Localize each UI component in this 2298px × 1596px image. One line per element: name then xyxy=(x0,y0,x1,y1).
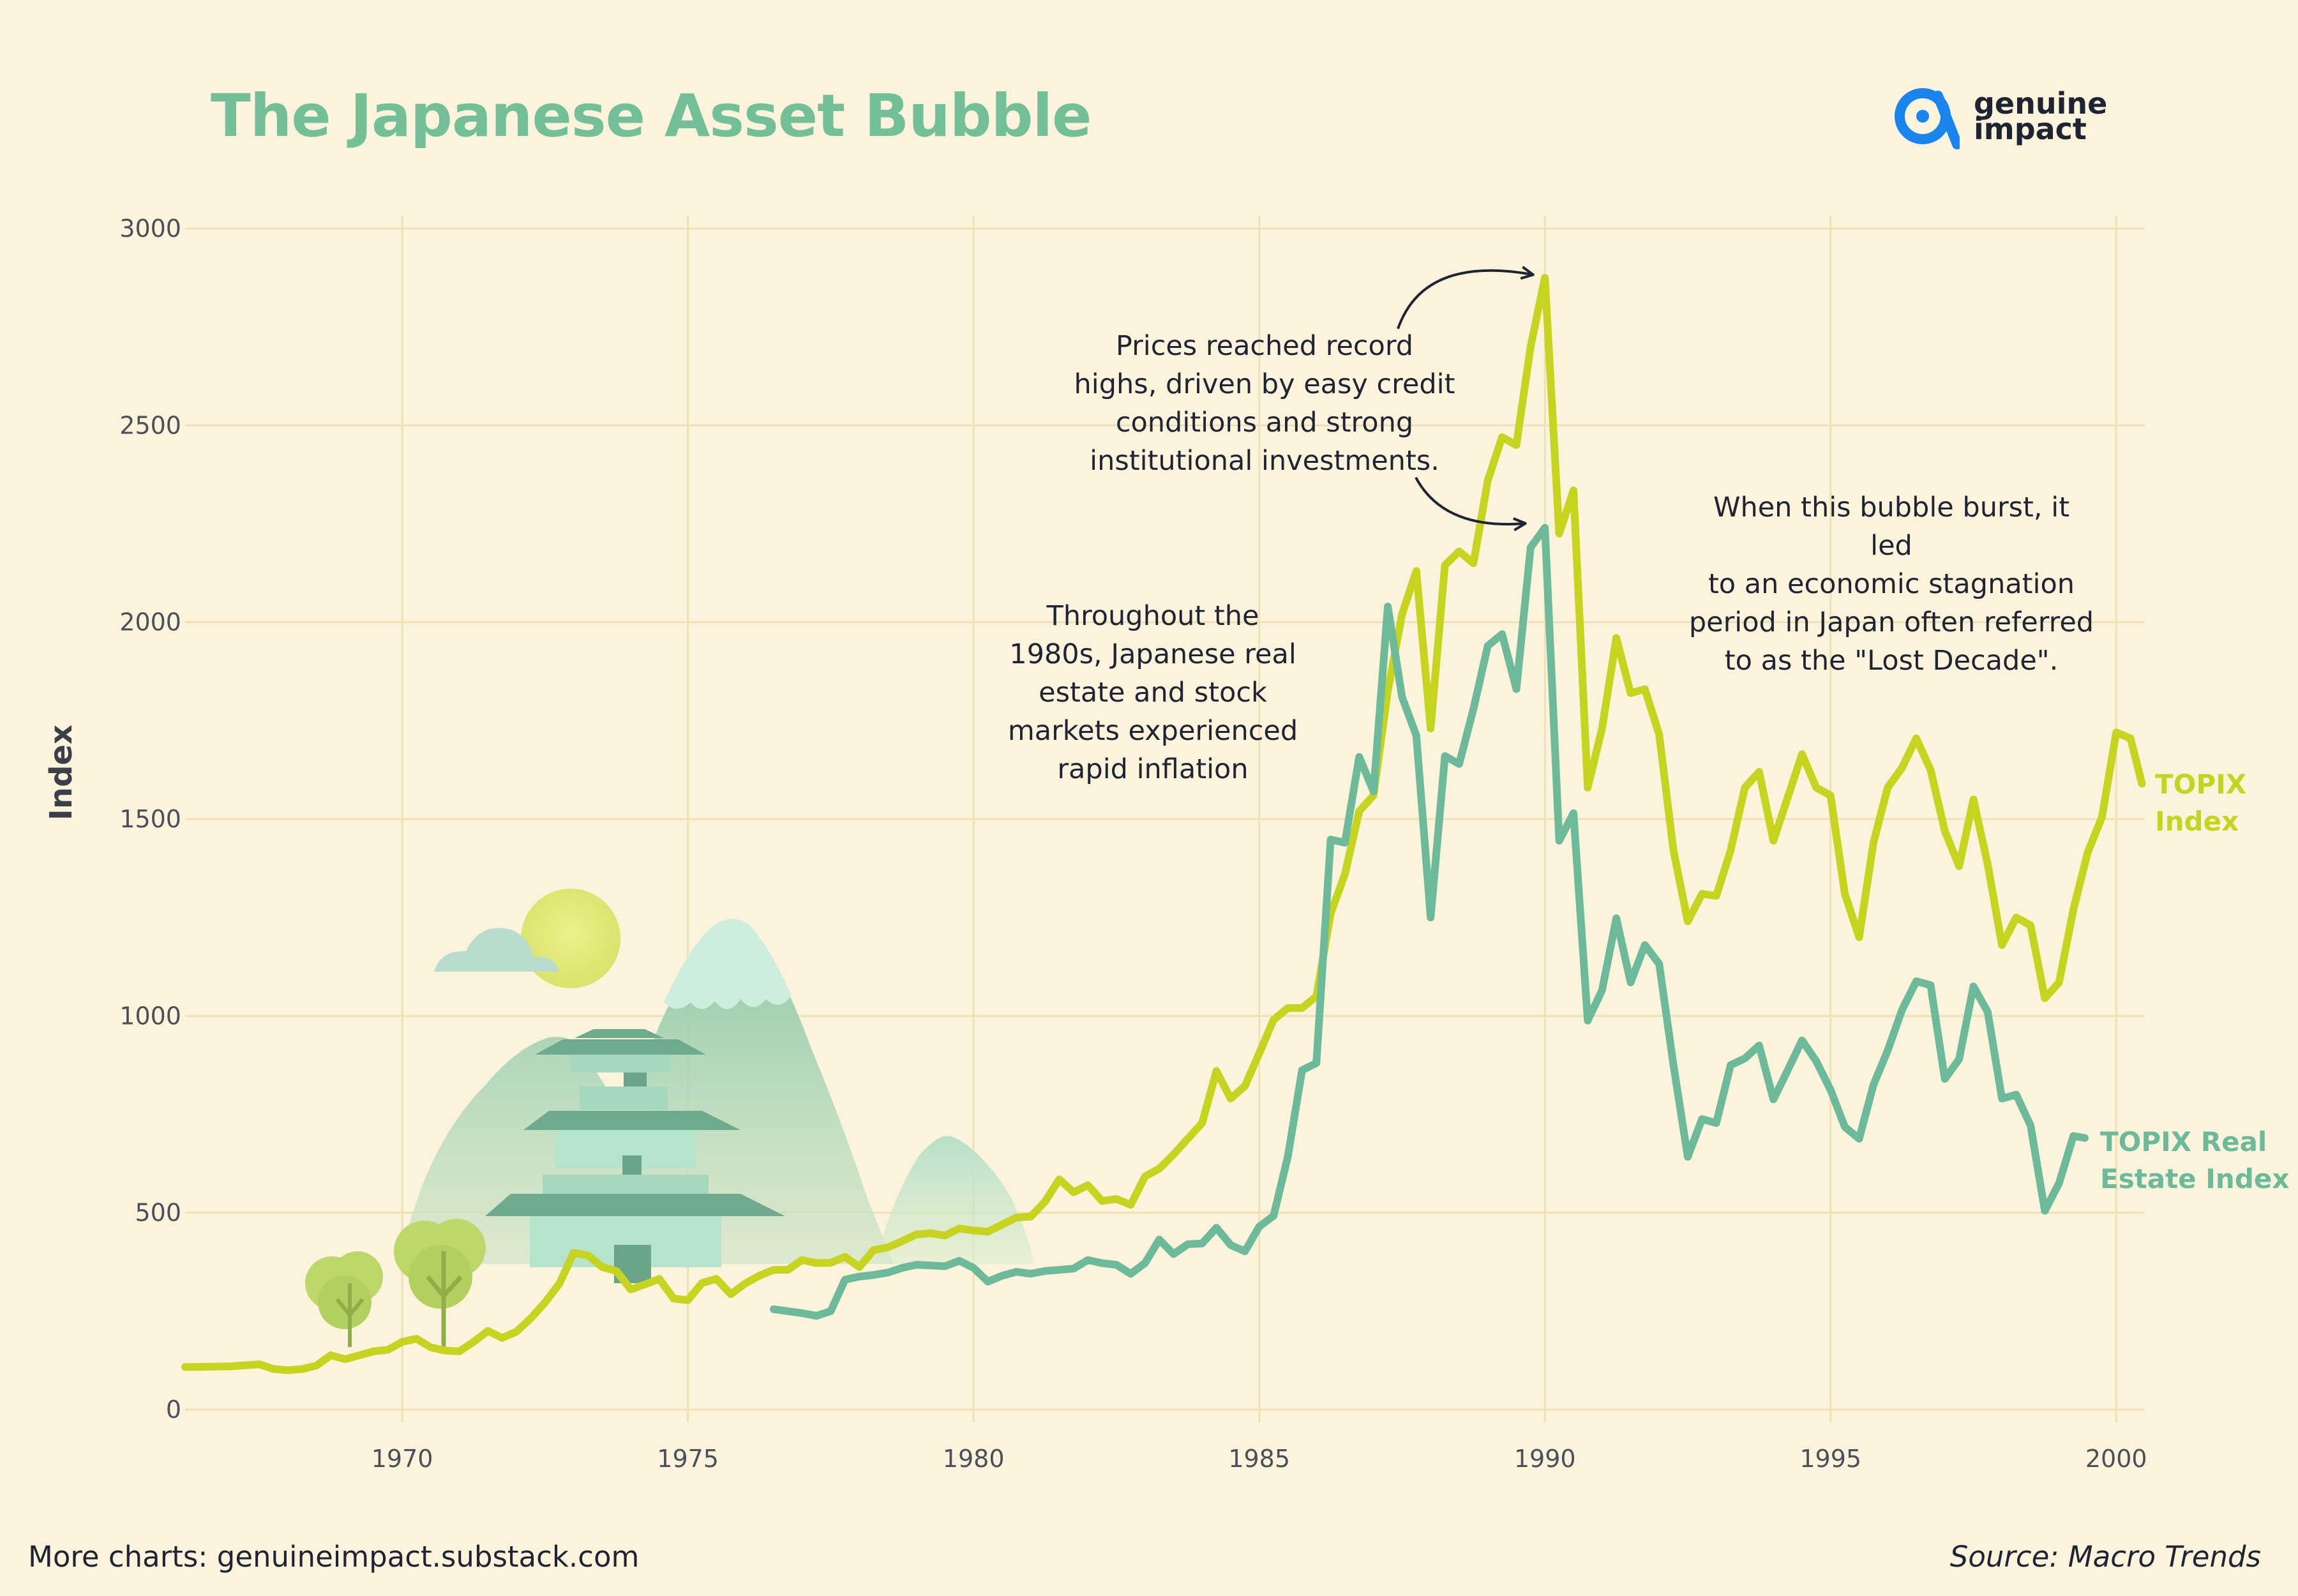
landscape-illustration xyxy=(305,889,1034,1350)
series-label-topix-text: TOPIX Index xyxy=(2155,769,2247,837)
x-tick-label: 2000 xyxy=(2085,1445,2147,1473)
brand-logo[interactable]: genuine impact xyxy=(1893,83,2107,149)
annotation-burst: When this bubble burst, it led to an eco… xyxy=(1688,488,2095,680)
tree-icon xyxy=(305,1219,486,1350)
y-tick-label: 0 xyxy=(166,1396,181,1424)
x-tick-label: 1970 xyxy=(372,1445,433,1473)
series xyxy=(181,274,2146,1374)
topix-real-estate-index-line xyxy=(769,523,2089,1320)
axes: 0 500 1000 1500 2000 2500 3000 1970 1975 1980 1985… xyxy=(119,215,2147,1473)
annotation-peak: Prices reached record highs, driven by e… xyxy=(1074,327,1455,480)
annotation-arrow-top xyxy=(1397,271,1532,329)
x-tick-label: 1985 xyxy=(1228,1445,1290,1473)
annotation-peak-text: Prices reached record highs, driven by e… xyxy=(1074,330,1455,477)
sun-icon xyxy=(521,889,620,988)
y-tick-label: 1000 xyxy=(119,1002,181,1030)
topix-index-line xyxy=(181,274,2146,1374)
footer-source: Source: Macro Trends xyxy=(1949,1540,2261,1574)
y-tick-label: 3000 xyxy=(119,215,181,243)
y-tick-label: 1500 xyxy=(119,805,181,833)
series-label-real-estate-text: TOPIX Real Estate Index xyxy=(2100,1126,2290,1194)
pagoda-icon xyxy=(485,1029,785,1283)
x-tick-label: 1975 xyxy=(657,1445,719,1473)
x-tick-label: 1995 xyxy=(1799,1445,1861,1473)
footer-more-charts-link[interactable]: More charts: genuineimpact.substack.com xyxy=(28,1540,640,1574)
annotation-inflation: Throughout the 1980s, Japanese real esta… xyxy=(1008,597,1298,788)
annotation-inflation-text: Throughout the 1980s, Japanese real esta… xyxy=(1007,600,1298,785)
series-label-topix: TOPIX Index xyxy=(2155,766,2246,840)
mountain-snowcap-icon xyxy=(664,919,792,1009)
annotation-burst-text: When this bubble burst, it led to an eco… xyxy=(1688,492,2094,677)
cloud-icon xyxy=(434,928,559,972)
chart-title: The Japanese Asset Bubble xyxy=(211,82,1092,150)
y-tick-label: 2000 xyxy=(119,608,181,636)
genuine-impact-logo-icon xyxy=(1895,88,1960,149)
series-label-real-estate: TOPIX Real Estate Index xyxy=(2100,1124,2289,1198)
annotation-arrow-bottom xyxy=(1415,477,1524,524)
y-tick-label: 500 xyxy=(135,1199,181,1227)
x-tick-label: 1980 xyxy=(943,1445,1005,1473)
y-tick-label: 2500 xyxy=(119,411,181,439)
brand-name: genuine impact xyxy=(1974,86,2108,146)
x-tick-label: 1990 xyxy=(1514,1445,1576,1473)
